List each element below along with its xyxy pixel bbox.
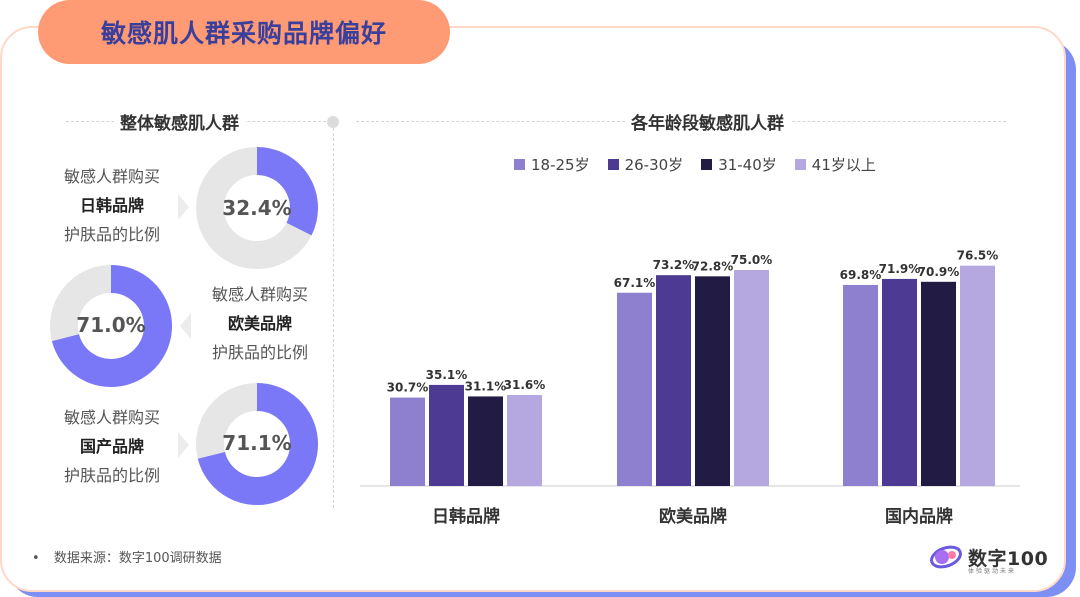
pointer-arrow xyxy=(178,194,189,220)
donut-chart-jk xyxy=(196,147,318,269)
logo-icon xyxy=(930,545,962,569)
donut-percent-jk: 32.4% xyxy=(222,196,292,220)
bar-value-label: 76.5% xyxy=(957,249,999,263)
bar-value-label: 70.9% xyxy=(918,265,960,279)
bar-value-label: 75.0% xyxy=(731,253,773,267)
title-banner: 敏感肌人群采购品牌偏好 xyxy=(38,0,450,64)
bar-chart: 30.7%35.1%31.1%31.6%日韩品牌67.1%73.2%72.8%7… xyxy=(360,249,1020,527)
donut-label-cn: 敏感人群购买 国产品牌 护肤品的比例 xyxy=(50,403,174,490)
legend-label: 18-25岁 xyxy=(531,156,590,174)
legend-item: 18-25岁 xyxy=(514,154,590,175)
legend-item: 26-30岁 xyxy=(607,154,684,175)
legend-label: 31-40岁 xyxy=(718,156,777,174)
bar-value-label: 73.2% xyxy=(653,258,695,272)
category-label: 日韩品牌 xyxy=(432,506,500,527)
donut-slice xyxy=(51,265,172,387)
legend-swatch xyxy=(794,159,806,170)
divider-dot xyxy=(327,116,339,128)
donut-label-brand: 日韩品牌 xyxy=(79,196,144,215)
legend-item: 41岁以上 xyxy=(794,154,876,175)
donut-percent-eu: 71.0% xyxy=(76,313,146,337)
donut-label-jk: 敏感人群购买 日韩品牌 护肤品的比例 xyxy=(50,162,174,249)
footnote-text: 数据来源：数字100调研数据 xyxy=(53,551,222,566)
page-title: 敏感肌人群采购品牌偏好 xyxy=(100,19,387,48)
donut-label-line3: 护肤品的比例 xyxy=(63,225,160,244)
bar xyxy=(617,292,652,486)
category-label: 国内品牌 xyxy=(885,506,953,527)
pointer-arrow xyxy=(178,432,189,458)
bar-value-label: 31.6% xyxy=(504,378,546,392)
category-label: 欧美品牌 xyxy=(659,506,727,527)
left-section-title: 整体敏感肌人群 xyxy=(114,109,245,134)
bar xyxy=(921,281,956,486)
legend-label: 41岁以上 xyxy=(811,156,876,174)
legend-swatch xyxy=(607,159,619,170)
bar-value-label: 72.8% xyxy=(692,259,734,273)
bar xyxy=(468,396,503,486)
bar xyxy=(390,397,425,486)
section-divider xyxy=(333,128,334,508)
bar xyxy=(429,384,464,486)
donut-label-line1: 敏感人群购买 xyxy=(63,408,160,427)
bar xyxy=(507,394,542,486)
brand-logo: 数字100 体验驱动未来 xyxy=(928,541,1049,575)
donut-label-line1: 敏感人群购买 xyxy=(63,167,160,186)
donut-label-line3: 护肤品的比例 xyxy=(211,343,308,362)
bar-value-label: 31.1% xyxy=(465,379,507,393)
legend-item: 31-40岁 xyxy=(701,154,777,175)
donut-slice xyxy=(256,147,318,236)
bar-value-label: 30.7% xyxy=(387,381,429,395)
bar xyxy=(882,278,917,486)
donut-label-line1: 敏感人群购买 xyxy=(211,285,308,304)
donut-label-brand: 欧美品牌 xyxy=(227,314,292,333)
bar-value-label: 69.8% xyxy=(840,268,882,282)
bar-value-label: 71.9% xyxy=(879,262,921,276)
donut-chart-eu xyxy=(50,265,172,387)
bar-value-label: 67.1% xyxy=(614,276,656,290)
donut-slice xyxy=(197,383,318,505)
legend-label: 26-30岁 xyxy=(624,156,684,174)
bar xyxy=(734,270,769,486)
bar xyxy=(656,275,691,486)
donut-percent-cn: 71.1% xyxy=(222,431,292,455)
chart-legend: 18-25岁 26-30岁 31-40岁 41岁以上 xyxy=(514,154,876,175)
bar xyxy=(960,265,995,486)
donut-label-line3: 护肤品的比例 xyxy=(63,466,160,485)
logo-name: 数字100 xyxy=(968,547,1049,570)
bar-value-label: 35.1% xyxy=(426,368,468,382)
logo-tagline: 体验驱动未来 xyxy=(968,568,1017,575)
donut-label-eu: 敏感人群购买 欧美品牌 护肤品的比例 xyxy=(198,280,322,367)
donut-label-brand: 国产品牌 xyxy=(79,437,144,456)
bar xyxy=(695,276,730,486)
legend-swatch xyxy=(514,159,525,170)
footnote-bullet: • xyxy=(32,551,40,566)
donut-chart-cn xyxy=(196,383,318,505)
footnote: • 数据来源：数字100调研数据 xyxy=(32,547,222,566)
legend-swatch xyxy=(701,159,713,170)
bar xyxy=(843,284,878,486)
pointer-arrow xyxy=(180,313,191,339)
right-section-title: 各年龄段敏感肌人群 xyxy=(625,109,790,134)
